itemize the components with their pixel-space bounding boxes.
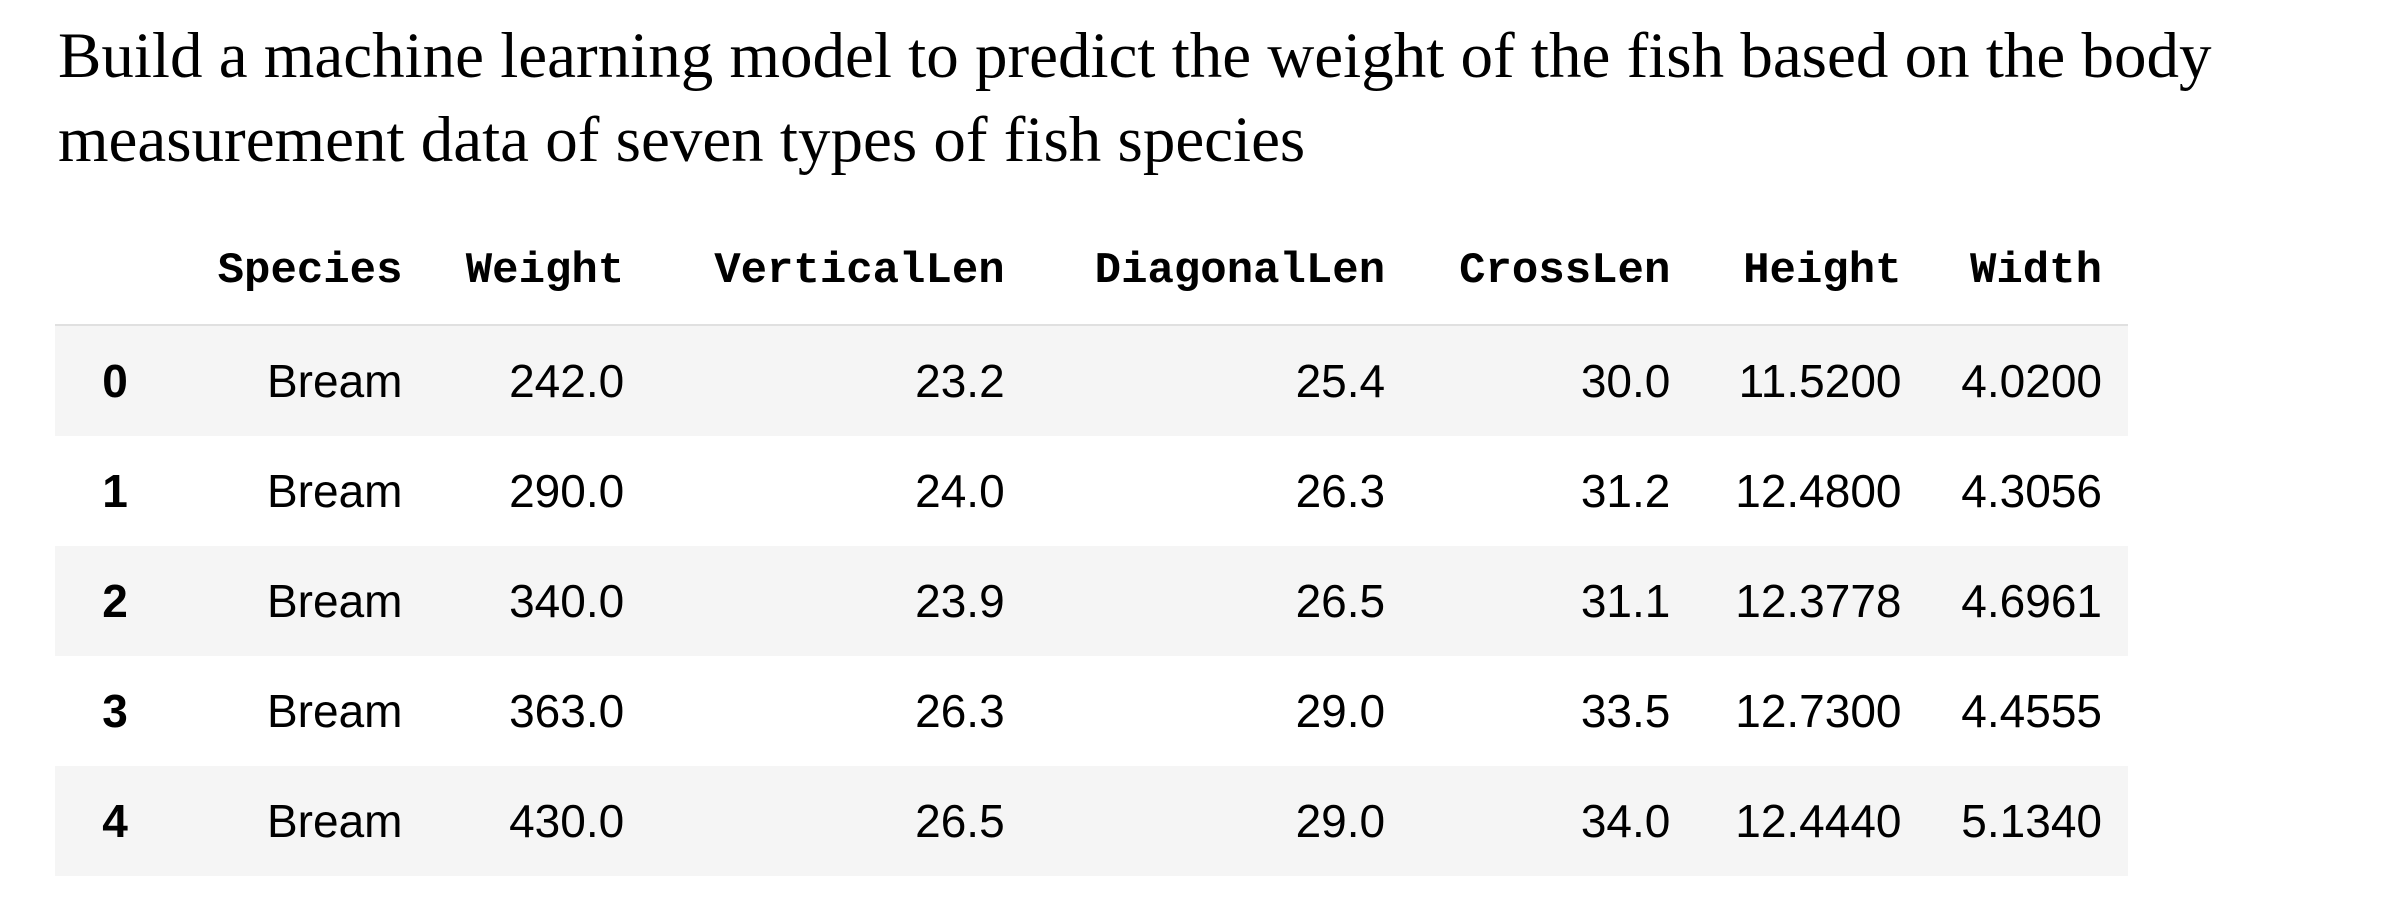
row-index: 3 [102,685,128,737]
page-heading: Build a machine learning model to predic… [58,14,2378,182]
cell-weight: 242.0 [509,355,625,407]
heading-line-2: measurement data of seven types of fish … [58,104,1306,176]
cell-crosslen: 33.5 [1580,685,1671,737]
column-header-height: Height [1696,218,1928,326]
cell-weight: 430.0 [509,795,625,847]
column-header-width: Width [1927,218,2128,326]
cell-verticallen: 24.0 [915,465,1005,517]
row-index: 4 [102,795,128,847]
cell-diagonallen: 25.4 [1295,355,1386,407]
column-header-species: Species [175,218,429,326]
table-row: 4 Bream 430.0 26.5 29.0 34.0 12.4440 5.1… [55,766,2128,876]
cell-height: 12.4800 [1735,465,1902,517]
cell-verticallen: 26.5 [915,795,1005,847]
cell-crosslen: 31.1 [1580,575,1671,627]
cell-species: Bream [267,795,403,847]
cell-height: 12.7300 [1735,685,1902,737]
table-row: 3 Bream 363.0 26.3 29.0 33.5 12.7300 4.4… [55,656,2128,766]
row-index: 2 [102,575,128,627]
column-header-crosslen: CrossLen [1411,218,1697,326]
cell-species: Bream [267,355,403,407]
cell-width: 4.3056 [1961,465,2102,517]
cell-species: Bream [267,465,403,517]
cell-diagonallen: 26.5 [1295,575,1386,627]
cell-width: 4.6961 [1961,575,2102,627]
cell-weight: 340.0 [509,575,625,627]
cell-weight: 363.0 [509,685,625,737]
cell-species: Bream [267,685,403,737]
cell-diagonallen: 29.0 [1295,795,1386,847]
header-row: Species Weight VerticalLen DiagonalLen C… [55,218,2128,326]
table-row: 2 Bream 340.0 23.9 26.5 31.1 12.3778 4.6… [55,546,2128,656]
column-header-diagonallen: DiagonalLen [1030,218,1412,326]
table-body: 0 Bream 242.0 23.2 25.4 30.0 11.5200 4.0… [55,325,2128,876]
heading-line-1: Build a machine learning model to predic… [58,20,2212,92]
cell-width: 5.1340 [1961,795,2102,847]
cell-weight: 290.0 [509,465,625,517]
cell-verticallen: 26.3 [915,685,1005,737]
cell-species: Bream [267,575,403,627]
cell-height: 12.4440 [1735,795,1902,847]
cell-crosslen: 30.0 [1580,355,1671,407]
cell-width: 4.4555 [1961,685,2102,737]
cell-diagonallen: 29.0 [1295,685,1386,737]
cell-height: 11.5200 [1738,355,1902,407]
row-index: 0 [102,355,128,407]
table-row: 1 Bream 290.0 24.0 26.3 31.2 12.4800 4.3… [55,436,2128,546]
dataframe-table: Species Weight VerticalLen DiagonalLen C… [55,218,2128,876]
cell-crosslen: 31.2 [1580,465,1671,517]
cell-crosslen: 34.0 [1580,795,1671,847]
cell-height: 12.3778 [1735,575,1902,627]
index-column-header [55,218,175,326]
cell-diagonallen: 26.3 [1295,465,1386,517]
cell-verticallen: 23.9 [915,575,1005,627]
column-header-weight: Weight [428,218,651,326]
row-index: 1 [102,465,128,517]
column-header-verticallen: VerticalLen [650,218,1031,326]
cell-verticallen: 23.2 [915,355,1005,407]
table-header: Species Weight VerticalLen DiagonalLen C… [55,218,2128,326]
cell-width: 4.0200 [1961,355,2102,407]
table-row: 0 Bream 242.0 23.2 25.4 30.0 11.5200 4.0… [55,325,2128,436]
